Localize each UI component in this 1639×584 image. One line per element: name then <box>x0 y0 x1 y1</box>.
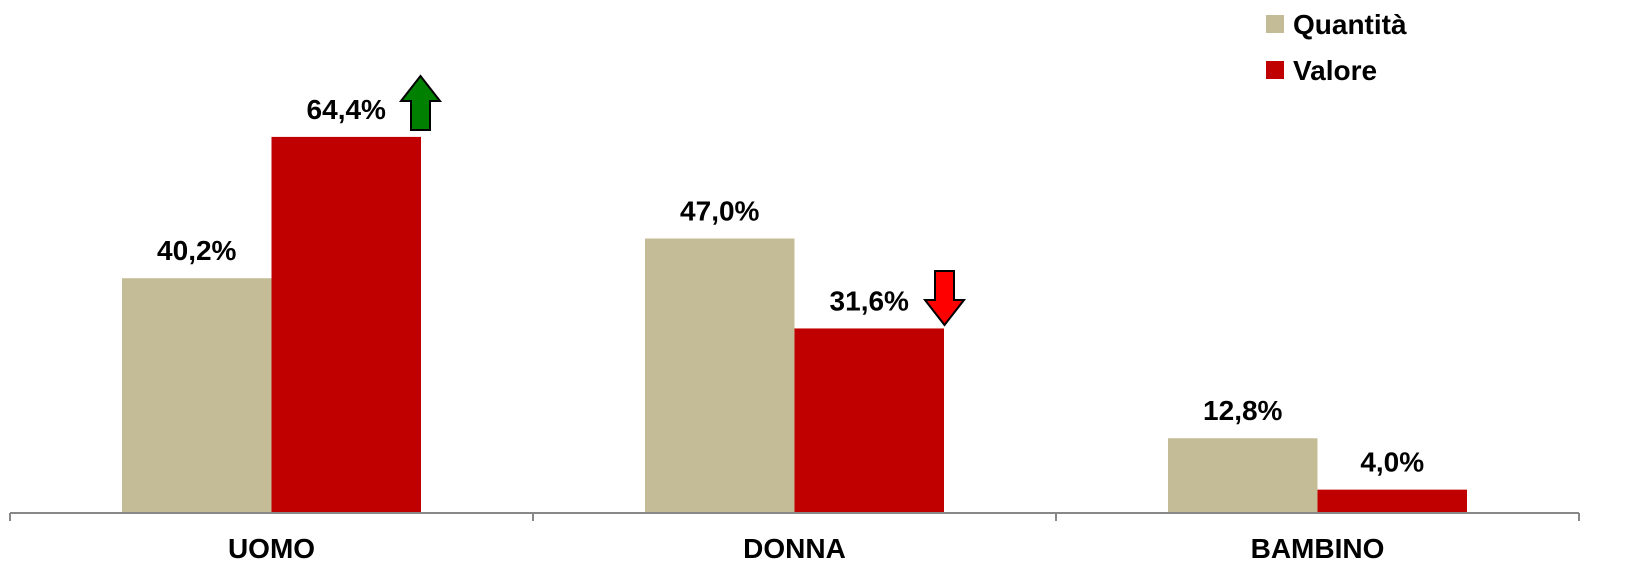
value-label: 40,2% <box>157 235 236 266</box>
x-tick-label: UOMO <box>228 533 315 564</box>
arrows <box>398 74 967 327</box>
down-arrow <box>922 270 967 327</box>
bar <box>1168 438 1318 513</box>
value-label: 47,0% <box>680 196 759 227</box>
value-label: 12,8% <box>1203 395 1282 426</box>
up-arrow <box>398 74 443 131</box>
legend-label: Valore <box>1293 55 1377 86</box>
bar <box>794 328 944 513</box>
x-tick-label: DONNA <box>743 533 846 564</box>
bar <box>271 136 421 514</box>
value-label: 4,0% <box>1360 447 1424 478</box>
legend-swatch <box>1266 15 1284 33</box>
legend-label: Quantità <box>1293 9 1407 40</box>
bar <box>645 238 795 513</box>
value-label: 64,4% <box>307 94 386 125</box>
bar <box>1317 489 1467 513</box>
x-tick-label: BAMBINO <box>1251 533 1385 564</box>
legend-swatch <box>1266 61 1284 79</box>
value-label: 31,6% <box>830 285 909 316</box>
bar <box>122 278 272 513</box>
